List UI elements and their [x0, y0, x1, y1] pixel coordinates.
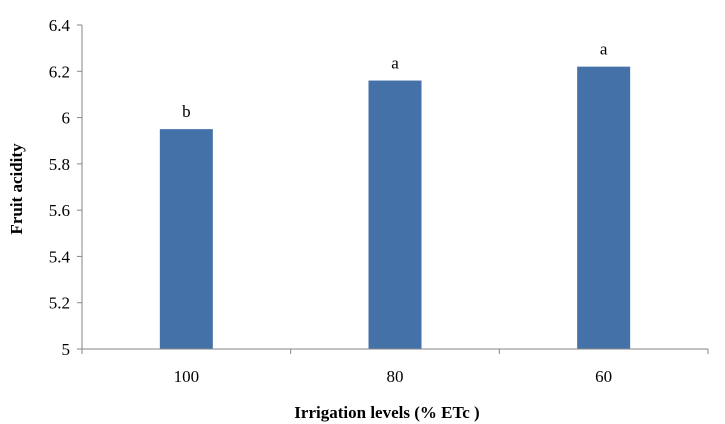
x-tick-label: 60: [595, 367, 612, 386]
data-label: b: [182, 102, 191, 121]
bars: [159, 66, 631, 350]
y-axis-title: Fruit acidity: [7, 143, 26, 235]
data-label: a: [391, 54, 399, 73]
y-tick-label: 5.2: [49, 294, 70, 313]
y-tick-label: 5.8: [49, 155, 70, 174]
bar-80: [368, 80, 422, 350]
bar-100: [159, 129, 213, 349]
bar-60: [577, 66, 631, 350]
y-tick-label: 5.4: [49, 247, 71, 266]
data-label: a: [600, 40, 608, 59]
y-axis-ticks: 5 5.2 5.4 5.6 5.8 6 6.2 6.4: [49, 16, 82, 359]
x-axis-title: Irrigation levels (% ETc ): [294, 403, 479, 422]
y-tick-label: 5.6: [49, 201, 70, 220]
y-tick-label: 6.4: [49, 16, 71, 35]
y-tick-label: 6: [62, 109, 71, 128]
x-tick-label: 100: [174, 367, 200, 386]
y-tick-label: 5: [62, 340, 71, 359]
data-labels: b a a: [182, 40, 608, 121]
y-tick-label: 6.2: [49, 62, 70, 81]
x-axis-ticks: 100 80 60: [81, 349, 709, 386]
x-tick-label: 80: [387, 367, 404, 386]
